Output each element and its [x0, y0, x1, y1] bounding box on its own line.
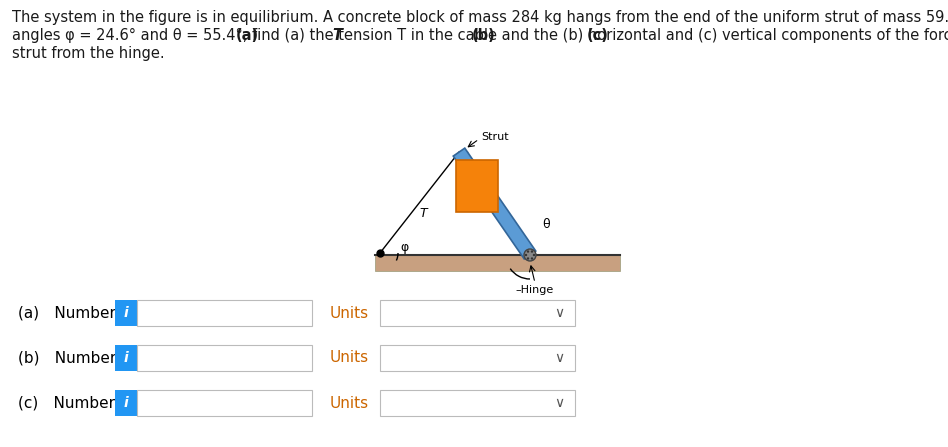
Text: i: i	[123, 306, 128, 320]
Bar	[137, 345, 312, 371]
Text: ∨: ∨	[554, 396, 564, 410]
Text: Units: Units	[330, 396, 369, 410]
Circle shape	[524, 249, 536, 261]
Bar	[380, 390, 575, 416]
Text: T: T	[420, 207, 428, 220]
Circle shape	[533, 254, 536, 256]
Text: The system in the figure is in equilibrium. A concrete block of mass 284 kg hang: The system in the figure is in equilibri…	[12, 10, 948, 25]
Text: θ: θ	[542, 219, 550, 232]
Bar	[380, 345, 575, 371]
Text: angles φ = 24.6° and θ = 55.4°, find (a) the tension T in the cable and the (b) : angles φ = 24.6° and θ = 55.4°, find (a)…	[12, 28, 948, 43]
Text: strut from the hinge.: strut from the hinge.	[12, 46, 165, 61]
Polygon shape	[453, 148, 536, 259]
Text: –Hinge: –Hinge	[516, 285, 555, 295]
Bar	[456, 160, 498, 212]
Text: Units: Units	[330, 305, 369, 320]
Text: (c): (c)	[587, 28, 609, 43]
FancyBboxPatch shape	[115, 390, 137, 416]
Bar	[380, 300, 575, 326]
Bar	[137, 300, 312, 326]
Circle shape	[527, 250, 529, 253]
Text: (b): (b)	[472, 28, 496, 43]
Text: (b) Number: (b) Number	[18, 350, 117, 366]
FancyBboxPatch shape	[115, 345, 137, 371]
Text: ∨: ∨	[554, 351, 564, 365]
Text: i: i	[123, 396, 128, 410]
Text: (a) Number: (a) Number	[18, 305, 116, 320]
Text: Strut: Strut	[481, 132, 509, 142]
Text: (c) Number: (c) Number	[18, 396, 115, 410]
Text: T: T	[333, 28, 342, 43]
Text: φ: φ	[400, 240, 409, 253]
Bar	[375, 255, 620, 271]
Circle shape	[531, 257, 533, 260]
Text: i: i	[123, 351, 128, 365]
Text: ∨: ∨	[554, 306, 564, 320]
Text: (a): (a)	[236, 28, 259, 43]
Bar	[137, 390, 312, 416]
Circle shape	[525, 254, 527, 256]
Circle shape	[531, 250, 533, 253]
Circle shape	[527, 257, 529, 260]
Text: Units: Units	[330, 350, 369, 366]
FancyBboxPatch shape	[115, 300, 137, 326]
